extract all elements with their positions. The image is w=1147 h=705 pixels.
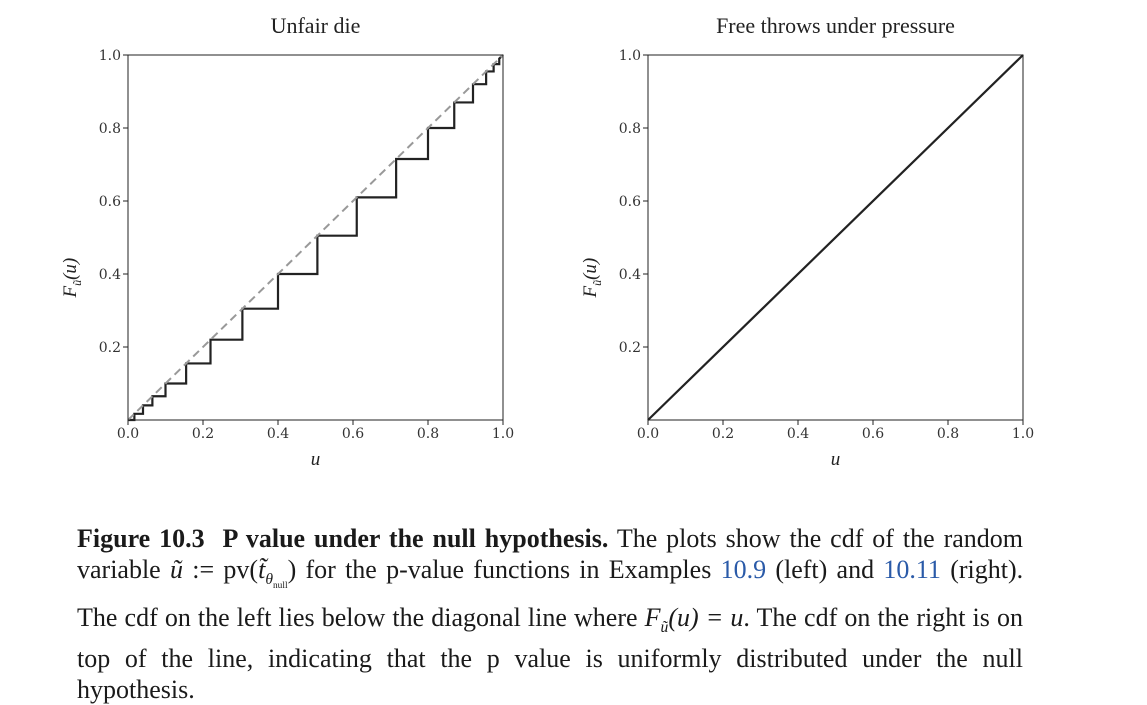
x-tick-label: 0.6 [862,426,884,442]
caption-text-3: (left) and [775,555,875,584]
y-tick-label: 0.2 [99,340,121,356]
chart-free-throws: 0.0 0.2 0.4 0.6 0.8 1.0 0.2 0.4 0.6 0.8 1.0 Free th… [580,13,1034,470]
caption-text-1: The plots show the cdf of the random var… [77,524,1024,584]
y-axis-label-main: F [580,286,601,299]
x-tick-label: 0.2 [192,426,214,442]
y-tick-label: 0.4 [99,267,121,283]
caption-assign: := [192,555,215,584]
caption-F: F [644,603,661,633]
caption-text-4: (right). The cdf on the left lies below … [77,555,1024,633]
y-axis-label: Fũ(u) [580,258,604,299]
caption-tvar: t̃ [258,555,266,584]
y-axis-label-sub: ũ [70,280,84,286]
y-tick-label: 0.6 [99,194,121,210]
caption-Fu: (u) = u [668,603,744,633]
x-tick-label: 0.4 [267,426,289,442]
example-ref-10-11[interactable]: 10.11 [883,555,941,584]
chart-title: Free throws under pressure [716,13,955,38]
y-axis-label-arg: (u) [60,258,81,280]
x-tick-label: 1.0 [1012,426,1034,442]
x-tick-label: 0.8 [937,426,959,442]
y-axis-label-arg: (u) [580,258,601,280]
x-tick-label: 0.6 [342,426,364,442]
x-tick-label: 0.4 [787,426,809,442]
figure-label: Figure 10.3 [77,524,205,553]
cdf-line [647,54,1024,421]
diagonal-reference-line [127,54,504,421]
figure-plots: 0.0 0.2 0.4 0.6 0.8 1.0 0.2 0.4 0.6 0.8 1.0 Unfair … [60,13,1034,470]
caption-close: ) [287,555,297,584]
y-tick-label: 1.0 [619,48,641,64]
caption-var-u: ũ [170,555,183,584]
y-axis-label-main: F [60,286,81,299]
plot-frame [127,54,504,421]
caption-theta: θ [265,571,273,589]
caption-F-sub: ũ [660,619,669,637]
cdf-step-line [128,54,504,422]
caption-pv: pv( [223,555,259,584]
y-axis-label-sub: ũ [590,280,604,286]
y-tick-label: 0.6 [619,194,641,210]
caption-text-2: for the p-value functions in Examples [305,555,712,584]
example-ref-10-9[interactable]: 10.9 [720,555,767,584]
figure-caption: Figure 10.3 P value under the null hypot… [77,523,1023,705]
x-tick-label: 0.0 [117,426,139,442]
plot-frame [647,54,1024,421]
y-tick-label: 0.4 [619,267,641,283]
caption-null: null [273,581,288,592]
figure-heading: P value under the null hypothesis. [222,524,609,553]
y-tick-label: 0.8 [619,121,641,137]
x-tick-label: 0.2 [712,426,734,442]
y-tick-label: 0.2 [619,340,641,356]
y-tick-label: 1.0 [99,48,121,64]
x-axis-label: u [831,449,841,470]
x-tick-label: 0.0 [637,426,659,442]
chart-unfair-die: 0.0 0.2 0.4 0.6 0.8 1.0 0.2 0.4 0.6 0.8 1.0 Unfair … [60,13,514,470]
chart-title: Unfair die [271,13,361,38]
x-tick-label: 0.8 [417,426,439,442]
x-axis-label: u [311,449,321,470]
x-tick-label: 1.0 [492,426,514,442]
y-axis-label: Fũ(u) [60,258,84,299]
y-tick-label: 0.8 [99,121,121,137]
